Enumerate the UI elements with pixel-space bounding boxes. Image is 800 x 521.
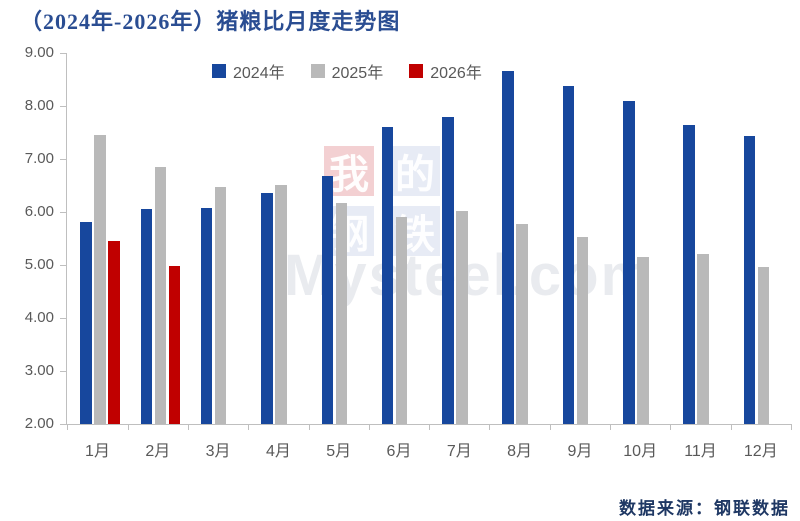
bar-2024年-4月 bbox=[261, 192, 273, 424]
legend-label: 2025年 bbox=[331, 65, 384, 82]
bar-2024年-2月 bbox=[140, 209, 153, 424]
x-axis-tick-label: 12月 bbox=[743, 443, 778, 460]
bar-2025年-7月 bbox=[456, 210, 468, 424]
legend-swatch-icon bbox=[310, 64, 325, 78]
x-axis-tick-label: 1月 bbox=[85, 443, 110, 460]
x-tick-mark bbox=[610, 424, 612, 430]
x-axis-tick-label: 9月 bbox=[567, 443, 593, 460]
bar-2024年-5月 bbox=[321, 176, 333, 424]
x-axis-tick-label: 7月 bbox=[446, 443, 472, 460]
legend-swatch-icon bbox=[212, 64, 226, 78]
y-tick-mark bbox=[60, 106, 66, 107]
y-tick-mark bbox=[60, 212, 66, 213]
x-axis-tick-label: 3月 bbox=[205, 443, 231, 460]
bar-2025年-5月 bbox=[335, 202, 347, 424]
x-tick-mark bbox=[67, 424, 69, 430]
legend-item-2026年: 2026年 bbox=[409, 59, 482, 83]
bar-2024年-9月 bbox=[562, 86, 575, 424]
x-tick-mark bbox=[670, 424, 672, 430]
bar-2025年-10月 bbox=[637, 257, 649, 424]
bar-2025年-9月 bbox=[576, 236, 589, 424]
x-tick-mark bbox=[248, 424, 250, 430]
x-axis-tick-label: 5月 bbox=[326, 443, 352, 460]
x-axis-tick-label: 8月 bbox=[507, 443, 533, 460]
legend-item-2025年: 2025年 bbox=[310, 59, 384, 83]
source-note: 数据来源：钢联数据 bbox=[619, 499, 790, 518]
y-axis-line bbox=[66, 53, 67, 424]
bar-2025年-2月 bbox=[154, 167, 167, 424]
y-tick-mark bbox=[60, 53, 66, 54]
legend-swatch-icon bbox=[409, 64, 424, 78]
legend-label: 2026年 bbox=[430, 65, 482, 82]
bar-2025年-12月 bbox=[757, 266, 770, 424]
bar-2025年-4月 bbox=[275, 184, 287, 424]
x-axis-tick-label: 4月 bbox=[265, 443, 291, 460]
x-axis-tick-label: 11月 bbox=[684, 443, 717, 460]
x-axis-tick-label: 10月 bbox=[623, 443, 658, 460]
bar-2024年-3月 bbox=[200, 208, 213, 424]
bar-2024年-7月 bbox=[442, 116, 454, 424]
bar-2024年-1月 bbox=[80, 221, 92, 424]
x-tick-mark bbox=[489, 424, 491, 430]
y-axis-tick-label: 5.00 bbox=[24, 256, 54, 273]
bar-2024年-12月 bbox=[743, 135, 756, 424]
bar-2024年-6月 bbox=[381, 127, 394, 424]
bar-2024年-10月 bbox=[623, 101, 635, 424]
bar-2025年-11月 bbox=[697, 254, 709, 424]
bar-2024年-8月 bbox=[502, 71, 514, 424]
x-axis-tick-label: 2月 bbox=[145, 443, 171, 460]
y-axis-tick-label: 8.00 bbox=[24, 97, 54, 114]
y-axis-tick-label: 3.00 bbox=[24, 362, 54, 379]
legend-item-2024年: 2024年 bbox=[212, 59, 285, 83]
bar-2025年-6月 bbox=[395, 217, 408, 424]
y-tick-mark bbox=[60, 265, 66, 266]
x-tick-mark bbox=[790, 424, 792, 430]
x-tick-mark bbox=[730, 424, 732, 430]
y-axis-tick-label: 9.00 bbox=[24, 44, 54, 61]
y-tick-mark bbox=[60, 371, 66, 372]
y-axis-tick-label: 2.00 bbox=[24, 415, 54, 432]
y-tick-mark bbox=[60, 424, 66, 425]
legend: 2024年 2025年 2026年 bbox=[212, 59, 482, 83]
y-axis-tick-label: 4.00 bbox=[24, 309, 54, 326]
x-axis-line bbox=[66, 424, 791, 425]
bar-2025年-1月 bbox=[94, 135, 106, 424]
x-tick-mark bbox=[549, 424, 551, 430]
legend-label: 2024年 bbox=[233, 65, 285, 82]
x-tick-mark bbox=[429, 424, 431, 430]
bar-2026年-2月 bbox=[168, 266, 181, 424]
x-tick-mark bbox=[368, 424, 370, 430]
bar-2025年-3月 bbox=[214, 187, 227, 424]
y-axis-tick-label: 7.00 bbox=[24, 150, 54, 167]
x-tick-mark bbox=[127, 424, 129, 430]
x-tick-mark bbox=[187, 424, 189, 430]
x-axis-tick-label: 6月 bbox=[386, 443, 412, 460]
y-axis-tick-label: 6.00 bbox=[24, 203, 54, 220]
y-tick-mark bbox=[60, 159, 66, 160]
x-tick-mark bbox=[308, 424, 310, 430]
y-tick-mark bbox=[60, 318, 66, 319]
bar-2025年-8月 bbox=[516, 224, 528, 424]
bar-2026年-1月 bbox=[108, 241, 120, 424]
chart-title: （2024年-2026年）猪粮比月度走势图 bbox=[20, 9, 401, 34]
bar-2024年-11月 bbox=[683, 124, 695, 424]
